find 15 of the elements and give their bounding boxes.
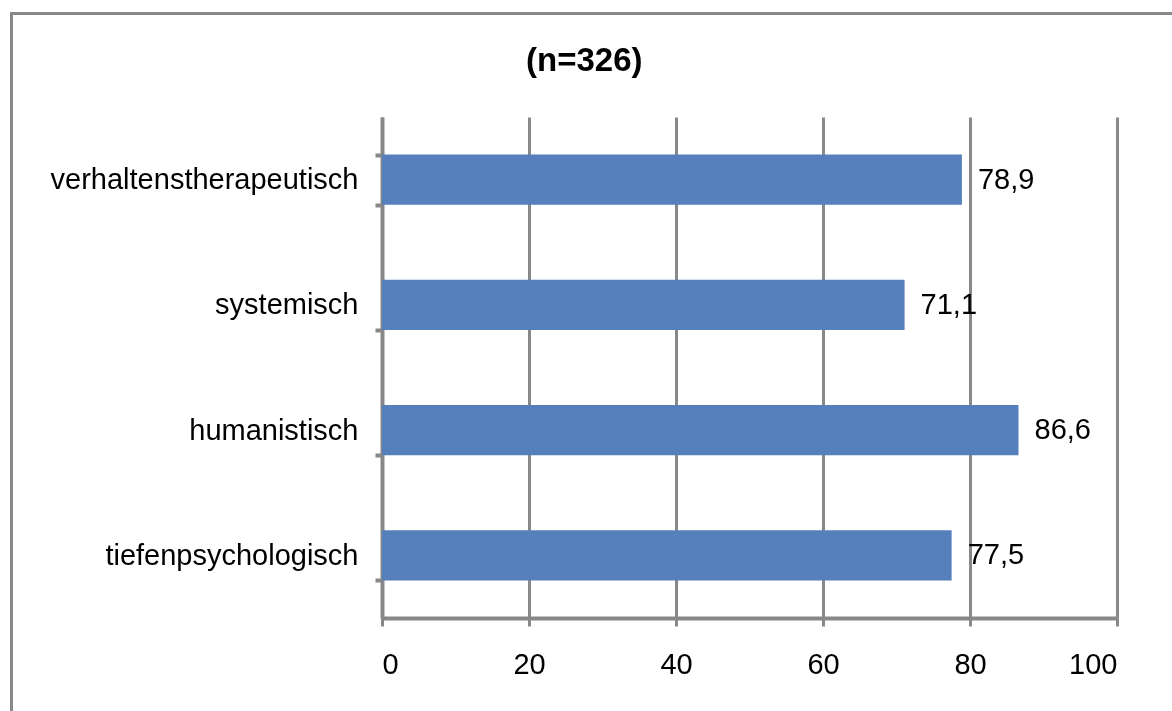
x-tick-label: 80: [954, 647, 987, 680]
x-tick-label: 100: [1069, 647, 1118, 680]
x-tick-label: 60: [807, 647, 840, 680]
data-label: 78,9: [977, 162, 1035, 195]
chart-title: (n=326): [526, 41, 643, 78]
x-tick-label: 0: [382, 647, 399, 680]
y-tick-label: verhaltenstherapeutisch: [50, 163, 359, 196]
y-tick-label: humanistisch: [189, 413, 359, 446]
x-tick-label: 20: [513, 647, 546, 680]
y-tick-label: systemisch: [215, 288, 359, 321]
data-label: 77,5: [967, 538, 1025, 571]
data-label: 71,1: [920, 287, 978, 320]
x-tick-label: 40: [660, 647, 693, 680]
y-tick-label: tiefenpsychologisch: [105, 538, 359, 571]
data-label: 86,6: [1034, 413, 1091, 446]
